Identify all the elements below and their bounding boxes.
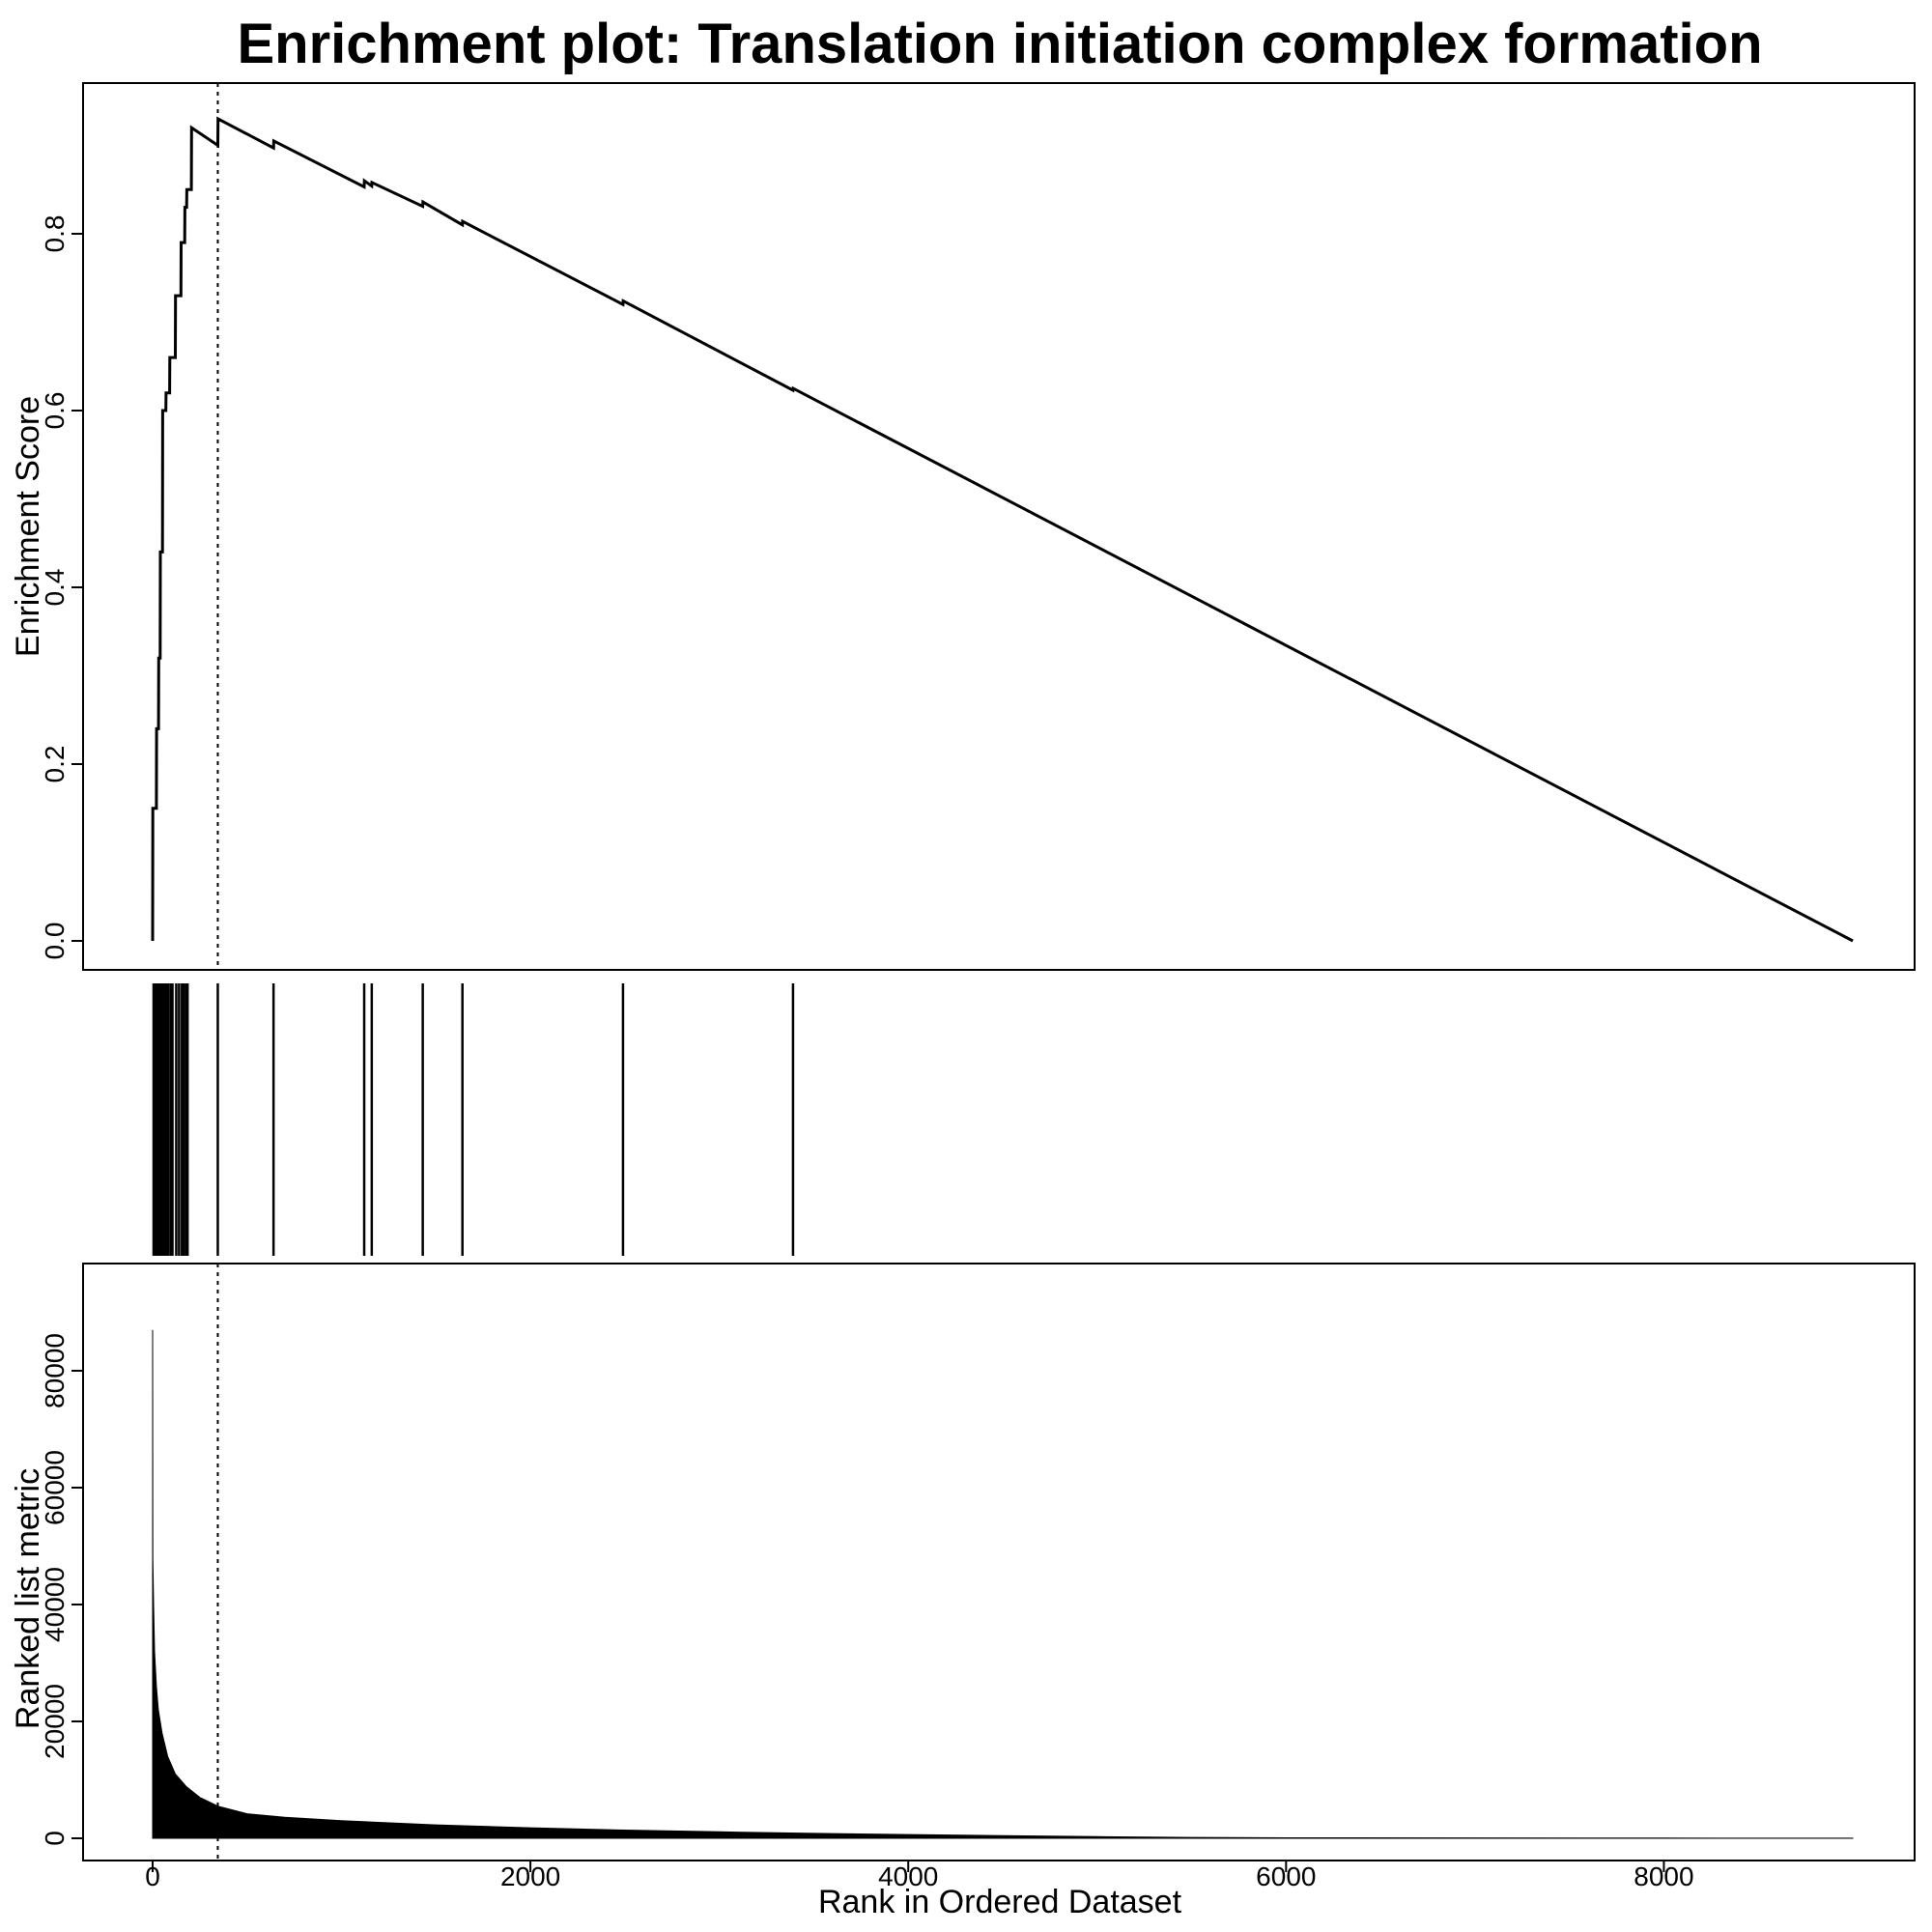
x-tick-label: 2000 <box>500 1861 560 1891</box>
enrichment-y-tick-label: 0.2 <box>40 746 70 783</box>
ranked-metric-y-tick-label: 20000 <box>40 1684 70 1759</box>
enrichment-y-axis: 0.0 0.2 0.4 0.6 0.8 <box>40 215 83 960</box>
gene-hit-barcode <box>152 983 795 1256</box>
chart-title: Enrichment plot: Translation initiation … <box>238 13 1763 75</box>
enrichment-y-tick-label: 0.8 <box>40 215 70 253</box>
ranked-metric-y-tick-label: 40000 <box>40 1567 70 1642</box>
enrichment-y-axis-label: Enrichment Score <box>10 396 46 657</box>
x-axis: 0 2000 4000 6000 8000 <box>145 1861 1694 1891</box>
ranked-metric-y-axis: 0 20000 40000 60000 80000 <box>40 1333 83 1846</box>
enrichment-y-tick-label: 0.6 <box>40 392 70 430</box>
enrichment-y-tick-label: 0.0 <box>40 923 70 960</box>
ranked-metric-y-axis-label: Ranked list metric <box>10 1468 46 1729</box>
x-tick-label: 6000 <box>1256 1861 1316 1891</box>
ranked-metric-y-tick-label: 60000 <box>40 1450 70 1525</box>
enrichment-panel-frame <box>82 82 1916 971</box>
ranked-metric-y-tick-label: 0 <box>40 1831 70 1846</box>
ranked-metric-area <box>152 1329 1854 1839</box>
enrichment-y-tick-label: 0.4 <box>40 569 70 607</box>
x-tick-label: 0 <box>145 1861 160 1891</box>
ranked-metric-panel-frame <box>82 1263 1916 1861</box>
x-tick-label: 4000 <box>878 1861 938 1891</box>
enrichment-panel: 0.0 0.2 0.4 0.6 0.8 Enrichment Score <box>10 82 1916 971</box>
x-tick-label: 8000 <box>1634 1861 1693 1891</box>
ranked-metric-y-tick-label: 80000 <box>40 1333 70 1408</box>
enrichment-score-curve <box>151 116 1854 943</box>
x-axis-label: Rank in Ordered Dataset <box>818 1884 1182 1920</box>
